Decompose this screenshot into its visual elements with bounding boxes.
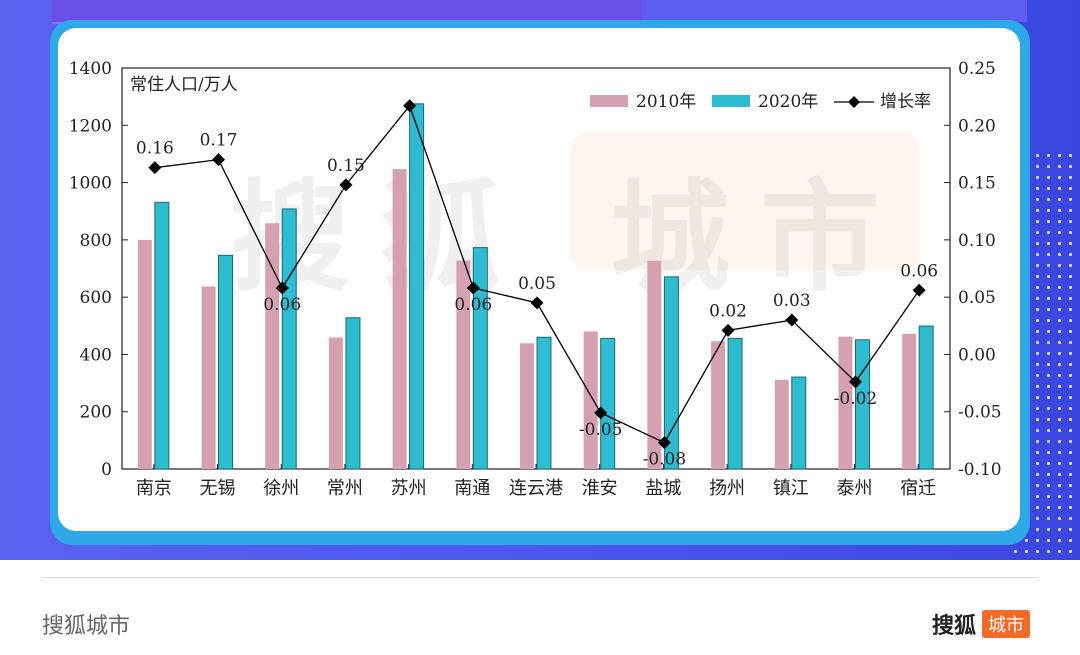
- legend-label-2020: 2020年: [758, 92, 818, 112]
- banner-top-bar-right: [642, 0, 1027, 22]
- growth-rate-point: [594, 406, 608, 420]
- bar-2010: [711, 341, 726, 469]
- growth-rate-point: [785, 313, 799, 327]
- growth-rate-label: -0.05: [579, 420, 623, 440]
- x-tick-label: 镇江: [773, 478, 809, 499]
- bar-2010: [838, 336, 853, 469]
- bar-2010: [137, 239, 152, 469]
- y2-tick-label: 0.25: [958, 59, 996, 79]
- bar-2010: [520, 343, 534, 469]
- growth-rate-point: [848, 375, 862, 389]
- growth-rate-label: -0.08: [643, 450, 687, 470]
- bar-2020: [409, 103, 425, 470]
- growth-rate-label: 0.17: [200, 131, 238, 151]
- growth-rate-point: [466, 281, 480, 295]
- bar-2010: [902, 333, 917, 469]
- population-chart: 0 200 400 600 800 1000 1200 1400 -0.10 -0.05 0.00 0…: [69, 59, 1002, 499]
- bar-2010: [583, 331, 598, 469]
- growth-rate-point: [530, 296, 544, 310]
- watermark-box: [570, 132, 920, 270]
- x-tick-label: 泰州: [836, 478, 872, 499]
- bar-2020: [918, 325, 934, 470]
- footer-logo: 搜狐 城市: [932, 608, 1030, 640]
- y-tick-label: 1200: [69, 116, 112, 136]
- growth-rate-point: [403, 99, 417, 113]
- x-tick-label: 盐城: [645, 478, 681, 499]
- y-tick-label: 200: [80, 403, 112, 423]
- bar-2010: [265, 223, 280, 469]
- footer-logo-brand: 搜狐: [931, 614, 976, 639]
- y2-tick-label: 0.05: [958, 288, 996, 308]
- bar-2010: [647, 260, 662, 469]
- growth-rate-label: 0.06: [454, 295, 492, 315]
- bar-2020: [154, 201, 170, 470]
- growth-rate-point: [721, 323, 735, 337]
- x-tick-label: 无锡: [200, 478, 236, 499]
- y-tick-label: 800: [80, 231, 112, 251]
- bar-2020: [536, 336, 552, 470]
- y2-tick-label: 0.15: [958, 174, 996, 194]
- footer-divider: [42, 577, 1038, 578]
- legend-marker-growth: [848, 96, 860, 108]
- bar-2020: [663, 276, 679, 470]
- x-tick-label: 苏州: [391, 478, 427, 499]
- footer-logo-badge: 城市: [982, 610, 1030, 638]
- x-tick-label: 南通: [454, 478, 490, 499]
- x-tick-label: 宿迁: [900, 478, 936, 499]
- y-tick-label: 600: [80, 288, 112, 308]
- y-tick-label: 400: [80, 345, 112, 365]
- bar-2020: [727, 337, 743, 470]
- growth-rate-label: -0.02: [834, 389, 878, 409]
- growth-rate-label: 0.15: [327, 156, 365, 176]
- legend-swatch-2010: [590, 95, 628, 107]
- x-tick-label: 南京: [136, 478, 172, 499]
- bar-2020: [218, 254, 234, 470]
- plot-frame: [121, 67, 951, 470]
- y2-tick-label: -0.05: [958, 403, 1002, 423]
- bar-2010: [201, 286, 216, 469]
- x-tick-label: 连云港: [509, 478, 563, 499]
- x-tick-label: 淮安: [582, 478, 618, 499]
- x-tick-label: 徐州: [263, 478, 299, 499]
- bar-2020: [854, 339, 870, 470]
- bar-2020: [281, 208, 297, 470]
- bar-2020: [472, 247, 488, 470]
- bar-2010: [774, 379, 789, 469]
- y2-tick-label: 0.10: [958, 231, 996, 251]
- y2-tick-label: -0.10: [958, 460, 1002, 480]
- y2-tick-label: 0.20: [958, 116, 996, 136]
- footer-source: 搜狐城市: [42, 614, 131, 639]
- bar-2010: [392, 169, 407, 469]
- bar-2010: [456, 260, 471, 469]
- growth-rate-label: 0.02: [709, 301, 747, 321]
- growth-rate-point: [657, 436, 671, 450]
- growth-rate-point: [212, 153, 226, 167]
- y-tick-label: 1400: [69, 59, 112, 79]
- growth-rate-label: 0.06: [263, 295, 301, 315]
- growth-rate-point: [339, 178, 353, 192]
- legend-label-growth: 增长率: [880, 92, 931, 112]
- y2-tick-label: 0.00: [958, 345, 996, 365]
- bar-2010: [328, 337, 343, 469]
- bar-2020: [791, 376, 807, 470]
- legend-swatch-2020: [712, 95, 750, 107]
- bar-2020: [600, 337, 616, 470]
- x-tick-label: 扬州: [709, 478, 745, 499]
- growth-rate-point: [148, 161, 162, 175]
- growth-rate-label: 0.16: [136, 139, 174, 159]
- y-axis-label: 常住人口/万人: [130, 75, 238, 95]
- y-tick-label: 0: [101, 460, 112, 480]
- growth-rate-label: 0.06: [900, 261, 938, 281]
- x-tick-label: 常州: [327, 478, 363, 499]
- legend-label-2010: 2010年: [636, 92, 696, 112]
- growth-rate-label: 0.05: [518, 274, 556, 294]
- growth-rate-label: 0.03: [773, 291, 811, 311]
- growth-rate-point: [275, 281, 289, 295]
- growth-rate-point: [912, 283, 926, 297]
- y-tick-label: 1000: [69, 174, 112, 194]
- bar-2020: [345, 317, 361, 470]
